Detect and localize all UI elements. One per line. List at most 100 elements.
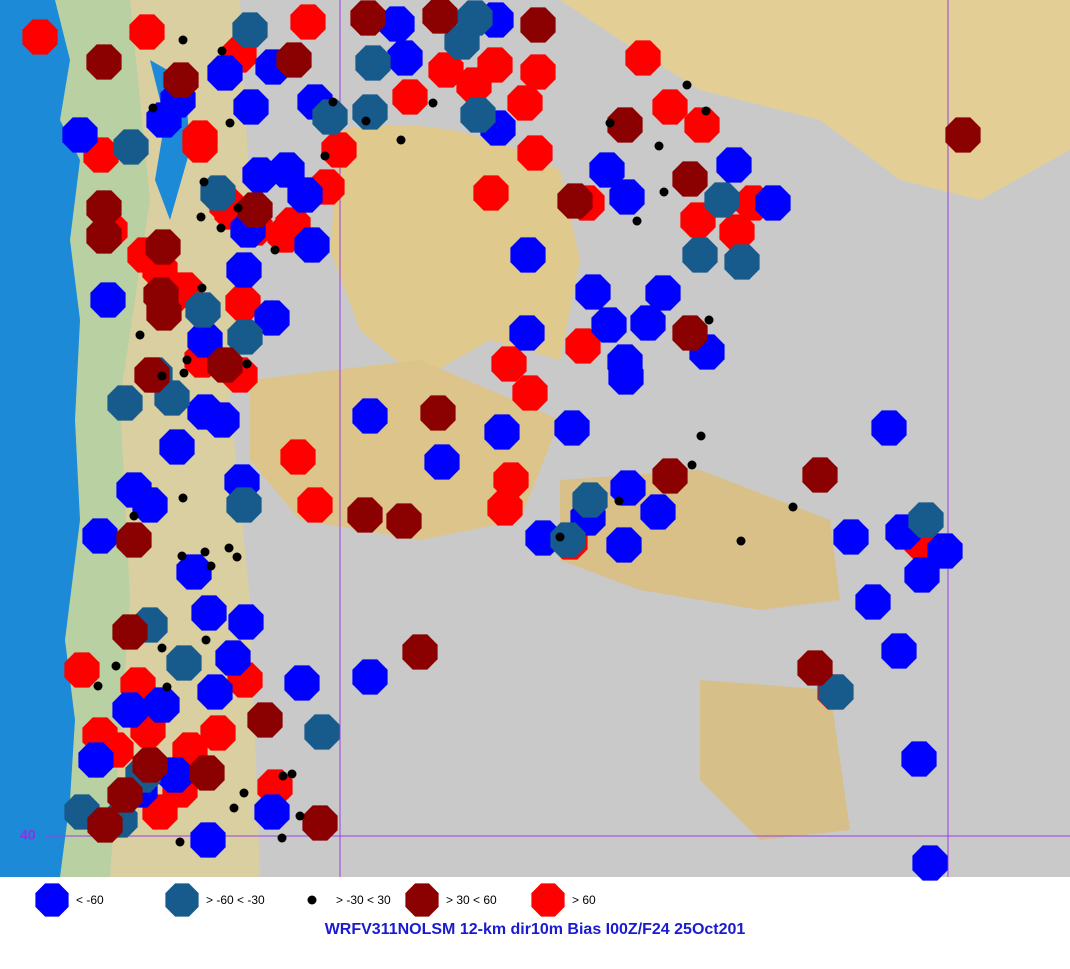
station-marker <box>420 395 456 431</box>
station-marker <box>22 19 58 55</box>
station-dot <box>428 98 438 108</box>
station-dot <box>232 552 242 562</box>
station-dot <box>162 682 172 692</box>
station-marker <box>554 410 590 446</box>
station-marker <box>606 527 642 563</box>
station-marker <box>392 79 428 115</box>
station-marker <box>755 185 791 221</box>
station-marker <box>517 135 553 171</box>
station-marker <box>146 295 182 331</box>
legend-label: < -60 <box>76 893 104 907</box>
station-marker <box>87 807 123 843</box>
station-dot <box>307 895 317 905</box>
station-marker <box>134 357 170 393</box>
station-marker <box>640 494 676 530</box>
station-marker <box>207 347 243 383</box>
station-marker <box>589 152 625 188</box>
station-marker <box>290 4 326 40</box>
station-marker <box>132 747 168 783</box>
station-marker <box>304 714 340 750</box>
station-dot <box>277 833 287 843</box>
station-marker <box>189 755 225 791</box>
station-marker <box>191 595 227 631</box>
station-marker <box>287 177 323 213</box>
station-dot <box>182 355 192 365</box>
station-dot <box>224 543 234 553</box>
station-dot <box>696 431 706 441</box>
station-dot <box>199 177 209 187</box>
station-marker <box>881 633 917 669</box>
station-dot <box>632 216 642 226</box>
station-marker <box>904 557 940 593</box>
station-marker <box>228 604 264 640</box>
station-dot <box>239 788 249 798</box>
station-marker <box>428 52 464 88</box>
station-marker <box>797 650 833 686</box>
station-dot <box>659 187 669 197</box>
station-marker <box>297 487 333 523</box>
station-dot <box>396 135 406 145</box>
station-marker <box>232 12 268 48</box>
station-marker <box>507 85 543 121</box>
station-marker <box>215 640 251 676</box>
station-dot <box>177 551 187 561</box>
station-marker <box>652 458 688 494</box>
station-marker <box>129 14 165 50</box>
station-dot <box>687 460 697 470</box>
station-marker <box>460 97 496 133</box>
station-marker <box>247 702 283 738</box>
station-marker <box>945 117 981 153</box>
station-marker <box>352 398 388 434</box>
station-marker <box>487 490 523 526</box>
station-marker <box>159 429 195 465</box>
station-marker <box>607 107 643 143</box>
station-marker <box>625 40 661 76</box>
station-marker <box>422 0 458 34</box>
station-dot <box>701 106 711 116</box>
station-dot <box>225 118 235 128</box>
station-marker <box>724 244 760 280</box>
station-marker <box>386 503 422 539</box>
station-marker <box>176 554 212 590</box>
station-marker <box>62 117 98 153</box>
station-marker <box>575 274 611 310</box>
station-marker <box>716 147 752 183</box>
station-dot <box>233 203 243 213</box>
station-marker <box>225 285 261 321</box>
station-marker <box>493 462 529 498</box>
station-dot <box>157 643 167 653</box>
station-marker <box>520 7 556 43</box>
station-marker <box>927 533 963 569</box>
station-marker <box>112 692 148 728</box>
station-marker <box>608 359 644 395</box>
station-dot <box>157 371 167 381</box>
station-dot <box>178 493 188 503</box>
station-dot <box>200 547 210 557</box>
station-marker <box>704 182 740 218</box>
station-marker <box>652 89 688 125</box>
station-marker <box>424 444 460 480</box>
legend-label: > -60 < -30 <box>206 893 265 907</box>
station-dot <box>682 80 692 90</box>
station-dot <box>196 212 206 222</box>
station-marker <box>64 652 100 688</box>
station-marker <box>190 822 226 858</box>
station-marker <box>352 659 388 695</box>
station-marker <box>802 457 838 493</box>
station-marker <box>645 275 681 311</box>
station-dot <box>129 511 139 521</box>
station-dot <box>555 532 565 542</box>
station-marker <box>132 487 168 523</box>
station-marker <box>512 375 548 411</box>
station-marker <box>242 157 278 193</box>
station-marker <box>312 99 348 135</box>
station-marker <box>630 305 666 341</box>
legend-label: > 60 <box>572 893 596 907</box>
station-marker <box>355 45 391 81</box>
station-marker <box>86 190 122 226</box>
station-marker <box>182 120 218 156</box>
station-dot <box>111 661 121 671</box>
station-marker <box>473 175 509 211</box>
station-marker <box>284 665 320 701</box>
